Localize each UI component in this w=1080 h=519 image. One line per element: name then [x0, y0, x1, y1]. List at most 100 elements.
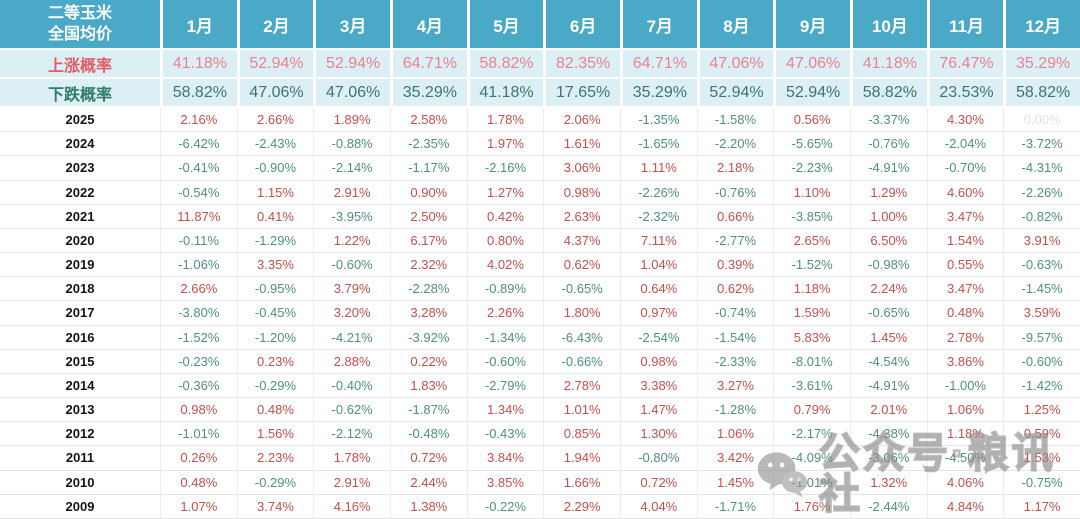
- value-cell-month-3: -0.62%: [313, 398, 390, 422]
- value-cell-month-1: -1.06%: [160, 253, 237, 277]
- value-cell-month-5: 1.34%: [466, 398, 544, 422]
- value-cell-month-8: -1.28%: [696, 398, 774, 422]
- value-cell-month-10: 1.00%: [849, 204, 927, 228]
- value-cell-month-7: 0.72%: [619, 470, 697, 494]
- value-cell-month-1: -0.11%: [160, 228, 237, 253]
- fall-probability-value-10: 58.82%: [849, 79, 927, 106]
- value-cell-month-3: -4.21%: [313, 325, 390, 349]
- value-cell-month-2: -2.43%: [236, 132, 314, 156]
- value-cell-month-9: 2.65%: [773, 228, 850, 253]
- value-cell-month-3: -0.40%: [313, 373, 390, 398]
- value-cell-month-8: 3.42%: [696, 446, 774, 470]
- value-cell-month-5: -0.43%: [466, 422, 544, 446]
- value-cell-month-12: 1.17%: [1003, 494, 1080, 518]
- value-cell-month-5: 3.84%: [466, 446, 544, 470]
- value-cell-month-11: 0.55%: [926, 253, 1004, 277]
- value-cell-month-4: -1.17%: [389, 156, 467, 180]
- rise-probability-value-6: 82.35%: [543, 50, 620, 77]
- value-cell-month-8: -2.33%: [696, 349, 774, 373]
- value-cell-month-2: -0.45%: [236, 301, 314, 325]
- year-label: 2013: [0, 398, 160, 422]
- value-cell-month-10: -0.98%: [849, 253, 927, 277]
- value-cell-month-9: 1.18%: [773, 277, 850, 301]
- value-cell-month-12: -0.82%: [1003, 204, 1080, 228]
- value-cell-month-5: -0.89%: [466, 277, 544, 301]
- value-cell-month-2: -0.29%: [236, 373, 314, 398]
- value-cell-month-1: -1.01%: [160, 422, 237, 446]
- value-cell-month-7: -1.35%: [619, 108, 697, 132]
- value-cell-month-3: 1.78%: [313, 446, 390, 470]
- value-cell-month-8: 0.39%: [696, 253, 774, 277]
- value-cell-month-3: 2.91%: [313, 180, 390, 204]
- value-cell-month-5: 1.27%: [466, 180, 544, 204]
- table-row: 2025 2.16% 2.66% 1.89% 2.58% 1.78% 2.06% -1.35%…: [0, 108, 1080, 133]
- table-row: 2017 -3.80% -0.45% 3.20% 3.28% 2.26% 1.80% 0.97…: [0, 301, 1080, 326]
- value-cell-month-8: -0.76%: [696, 180, 774, 204]
- value-cell-month-2: 0.48%: [236, 398, 314, 422]
- value-cell-month-9: 1.10%: [773, 180, 850, 204]
- value-cell-month-6: 0.85%: [543, 422, 620, 446]
- value-cell-month-4: -0.48%: [389, 422, 467, 446]
- value-cell-month-11: 1.06%: [926, 398, 1004, 422]
- value-cell-month-3: 2.91%: [313, 470, 390, 494]
- value-cell-month-2: 3.35%: [236, 253, 314, 277]
- table-row: 2018 2.66% -0.95% 3.79% -2.28% -0.89% -0.65% 0.…: [0, 277, 1080, 302]
- value-cell-month-8: 3.27%: [696, 373, 774, 398]
- value-cell-month-3: 3.20%: [313, 301, 390, 325]
- value-cell-month-10: 1.32%: [849, 470, 927, 494]
- value-cell-month-7: 1.30%: [619, 422, 697, 446]
- value-cell-month-11: 3.86%: [926, 349, 1004, 373]
- value-cell-month-2: 3.74%: [236, 494, 314, 518]
- value-cell-month-3: -2.12%: [313, 422, 390, 446]
- value-cell-month-12: -4.31%: [1003, 156, 1080, 180]
- value-cell-month-1: -6.42%: [160, 132, 237, 156]
- value-cell-month-1: 11.87%: [160, 204, 237, 228]
- month-header-11: 11月: [926, 0, 1004, 48]
- value-cell-month-2: -0.90%: [236, 156, 314, 180]
- value-cell-month-12: -0.75%: [1003, 470, 1080, 494]
- value-cell-month-7: 1.04%: [619, 253, 697, 277]
- value-cell-month-1: -1.52%: [160, 325, 237, 349]
- rise-probability-row: 上涨概率 41.18% 52.94% 52.94% 64.71% 58.82% 82.35…: [0, 48, 1080, 77]
- month-header-4: 4月: [389, 0, 467, 48]
- value-cell-month-10: -3.06%: [849, 446, 927, 470]
- year-label: 2011: [0, 446, 160, 470]
- table-title-line1: 二等玉米: [47, 4, 112, 22]
- value-cell-month-2: -0.95%: [236, 277, 314, 301]
- value-cell-month-11: 4.30%: [926, 108, 1004, 132]
- header-row: 二等玉米 全国均价 1月 2月 3月 4月 5月 6月 7月 8月 9月 10月 11月 12月: [0, 0, 1080, 48]
- value-cell-month-9: -2.17%: [773, 422, 850, 446]
- rise-probability-value-8: 47.06%: [696, 50, 774, 77]
- value-cell-month-8: 2.18%: [696, 156, 774, 180]
- table-row: 2009 1.07% 3.74% 4.16% 1.38% -0.22% 2.29% 4.04%…: [0, 494, 1080, 519]
- value-cell-month-10: -4.54%: [849, 349, 927, 373]
- fall-probability-value-4: 35.29%: [389, 79, 467, 106]
- value-cell-month-6: 0.62%: [543, 253, 620, 277]
- value-cell-month-8: -2.77%: [696, 228, 774, 253]
- value-cell-month-6: 0.98%: [543, 180, 620, 204]
- value-cell-month-3: -2.14%: [313, 156, 390, 180]
- table-row: 2019 -1.06% 3.35% -0.60% 2.32% 4.02% 0.62% 1.04…: [0, 253, 1080, 278]
- value-cell-month-2: -1.29%: [236, 228, 314, 253]
- fall-probability-value-9: 52.94%: [773, 79, 850, 106]
- value-cell-month-2: 0.41%: [236, 204, 314, 228]
- year-label: 2024: [0, 132, 160, 156]
- value-cell-month-10: -0.65%: [849, 301, 927, 325]
- value-cell-month-10: -0.76%: [849, 132, 927, 156]
- value-cell-month-12: 1.25%: [1003, 398, 1080, 422]
- value-cell-month-11: -4.50%: [926, 446, 1004, 470]
- value-cell-month-3: -3.95%: [313, 204, 390, 228]
- value-cell-month-4: 2.50%: [389, 204, 467, 228]
- value-cell-month-4: 6.17%: [389, 228, 467, 253]
- month-header-1: 1月: [160, 0, 237, 48]
- month-header-7: 7月: [619, 0, 697, 48]
- value-cell-month-11: 0.48%: [926, 301, 1004, 325]
- value-cell-month-10: 1.29%: [849, 180, 927, 204]
- value-cell-month-9: -5.65%: [773, 132, 850, 156]
- value-cell-month-6: 2.78%: [543, 373, 620, 398]
- value-cell-month-3: 3.79%: [313, 277, 390, 301]
- value-cell-month-11: 1.18%: [926, 422, 1004, 446]
- value-cell-month-2: 0.23%: [236, 349, 314, 373]
- value-cell-month-9: 0.56%: [773, 108, 850, 132]
